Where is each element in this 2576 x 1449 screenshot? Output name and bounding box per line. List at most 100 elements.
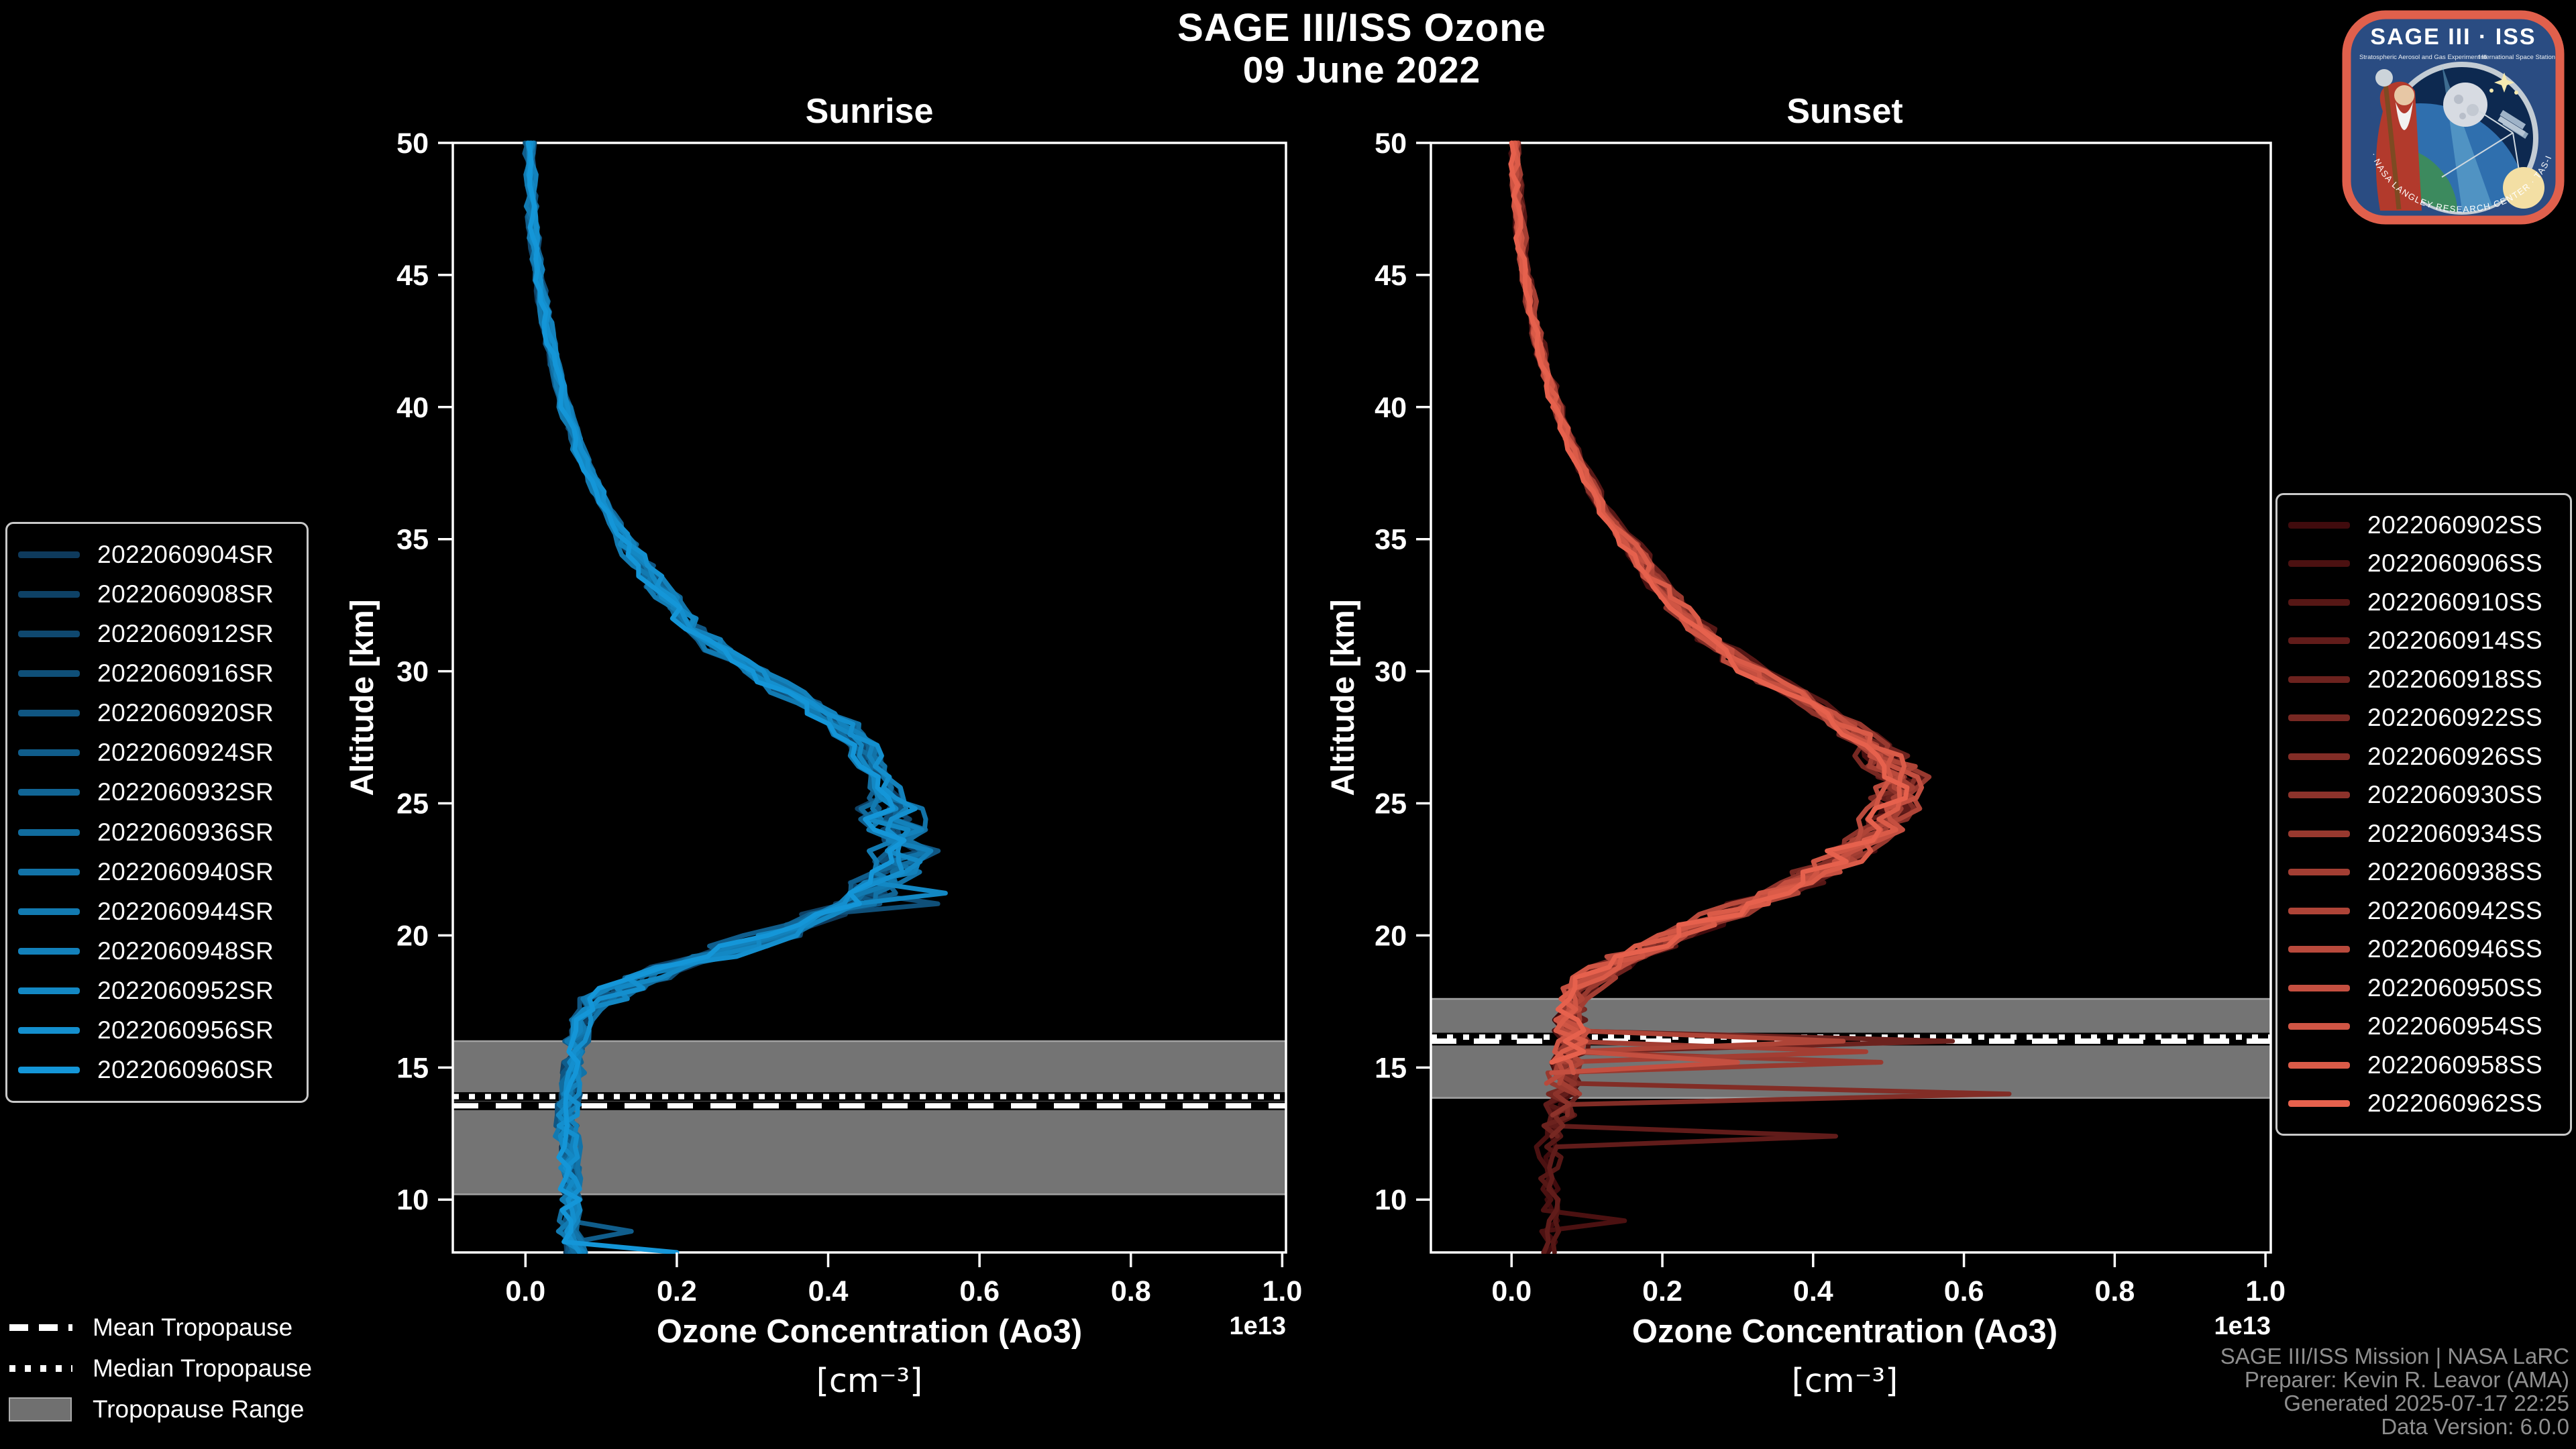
legend-swatch [2288, 560, 2350, 568]
y-tick-label: 35 [396, 524, 429, 556]
x-tick-label: 0.8 [2094, 1275, 2135, 1307]
sunrise-x-axis-unit: [cm⁻³] [816, 1362, 923, 1400]
legend-item: 2022060906SS [2277, 549, 2570, 578]
sunset-y-axis-label: Altitude [km] [1325, 599, 1361, 796]
legend-swatch [18, 1026, 80, 1034]
profile-line-2022060946SS [1511, 140, 1905, 1086]
legend-item: 2022060936SR [7, 818, 307, 847]
legend-label: 2022060926SS [2367, 742, 2543, 770]
profile-line-2022060934SS [1508, 140, 1932, 1097]
sunrise-x-axis-label: Ozone Concentration (Ao3) [cm⁻³] [568, 1307, 1171, 1406]
legend-item: 2022060908SR [7, 580, 307, 608]
x-tick-label: 0.2 [1642, 1275, 1682, 1307]
legend-item: 2022060954SS [2277, 1012, 2570, 1040]
logo-moon-icon [2443, 83, 2487, 127]
legend-swatch [18, 710, 80, 717]
legend-item: 2022060922SS [2277, 704, 2570, 732]
tropopause-range-label: Tropopause Range [93, 1395, 305, 1423]
legend-swatch [2288, 830, 2350, 837]
legend-item: 2022060902SS [2277, 511, 2570, 539]
legend-label: 2022060938SS [2367, 858, 2543, 886]
tropopause-legend: Mean Tropopause Median Tropopause Tropop… [7, 1307, 312, 1430]
plot-border [1430, 142, 2272, 1254]
legend-swatch [2288, 1023, 2350, 1030]
y-tick-label: 20 [1375, 920, 1407, 952]
legend-swatch [18, 828, 80, 836]
profile-line-2022060942SS [1509, 140, 1923, 1086]
legend-item: 2022060942SS [2277, 897, 2570, 925]
y-tick-label: 45 [1375, 260, 1407, 292]
legend-label: 2022060920SR [97, 699, 274, 727]
x-tick-label: 0.2 [657, 1275, 697, 1307]
legend-item: 2022060912SR [7, 620, 307, 648]
figure-date: 09 June 2022 [1242, 49, 1481, 91]
y-tick-label: 25 [396, 788, 429, 820]
sunrise-x-axis-label-text: Ozone Concentration (Ao3) [656, 1313, 1083, 1350]
legend-swatch [2288, 869, 2350, 876]
legend-swatch [2288, 753, 2350, 760]
legend-swatch [2288, 521, 2350, 529]
x-axis-scale-label: 1e13 [1229, 1312, 1286, 1340]
legend-swatch [18, 789, 80, 796]
legend-label: 2022060908SR [97, 580, 274, 608]
legend-swatch [18, 1066, 80, 1073]
y-tick-label: 30 [1375, 656, 1407, 688]
y-tick-label: 45 [396, 260, 429, 292]
legend-swatch [2288, 676, 2350, 683]
legend-label: 2022060940SR [97, 857, 274, 885]
logo-title: SAGE III · ISS [2370, 24, 2536, 50]
mean-tropopause-legend-item: Mean Tropopause [7, 1307, 312, 1348]
tropopause-range-patch-icon [9, 1397, 72, 1421]
logo-subtitle-left: Stratospheric Aerosol and Gas Experiment… [2359, 54, 2487, 61]
plot-border [451, 142, 1287, 1254]
legend-item: 2022060946SS [2277, 935, 2570, 963]
legend-item: 2022060924SR [7, 739, 307, 767]
legend-swatch [18, 947, 80, 955]
legend-label: 2022060942SS [2367, 896, 2543, 924]
y-tick-label: 10 [396, 1184, 429, 1216]
legend-swatch [18, 551, 80, 559]
y-tick-label: 10 [1375, 1184, 1407, 1216]
legend-label: 2022060912SR [97, 620, 274, 648]
sunrise-panel-title: Sunrise [805, 92, 934, 131]
credits: SAGE III/ISS Mission | NASA LaRC Prepare… [2220, 1344, 2569, 1438]
legend-swatch [18, 987, 80, 994]
legend-swatch [2288, 946, 2350, 953]
profile-line-2022060958SS [1509, 140, 1907, 1065]
x-axis-scale-label: 1e13 [2214, 1312, 2271, 1340]
legend-swatch [2288, 598, 2350, 606]
legend-label: 2022060924SR [97, 739, 274, 767]
legend-label: 2022060944SR [97, 897, 274, 925]
profile-line-2022060962SS [1508, 140, 1910, 1065]
y-tick-label: 50 [1375, 127, 1407, 160]
legend-item: 2022060948SR [7, 937, 307, 965]
legend-swatch [2288, 1100, 2350, 1108]
legend-swatch [2288, 637, 2350, 645]
sunset-x-axis-label: Ozone Concentration (Ao3) [cm⁻³] [1543, 1307, 2147, 1406]
median-tropopause-dotted-line-icon [9, 1364, 72, 1372]
sunset-x-axis-unit: [cm⁻³] [1791, 1362, 1898, 1400]
median-tropopause-legend-item: Median Tropopause [7, 1348, 312, 1389]
sunset-legend: 2022060902SS 2022060906SS 2022060910SS 2022… [2275, 493, 2572, 1136]
legend-label: 2022060932SR [97, 778, 274, 806]
sunrise-plot: 0.0 0.2 0.4 0.6 0.8 1.0 50 45 40 35 30 25 20 15 10 1e13 [396, 127, 1302, 1340]
legend-label: 2022060902SS [2367, 511, 2543, 539]
legend-item: 2022060932SR [7, 778, 307, 806]
legend-item: 2022060960SR [7, 1056, 307, 1084]
mean-tropopause-label: Mean Tropopause [93, 1313, 293, 1341]
x-tick-label: 0.4 [1793, 1275, 1833, 1307]
x-tick-label: 0.6 [1944, 1275, 1984, 1307]
y-tick-label: 15 [396, 1052, 429, 1084]
credits-generated: Generated 2025-07-17 22:25 [2284, 1391, 2569, 1415]
legend-swatch [18, 749, 80, 757]
legend-item: 2022060956SR [7, 1016, 307, 1044]
x-tick-label: 0.0 [505, 1275, 545, 1307]
legend-label: 2022060916SR [97, 659, 274, 688]
x-tick-label: 0.6 [959, 1275, 1000, 1307]
legend-label: 2022060952SR [97, 976, 274, 1004]
legend-item: 2022060914SS [2277, 627, 2570, 655]
profile-lines [1508, 140, 2012, 1254]
legend-label: 2022060936SR [97, 818, 274, 846]
legend-label: 2022060958SS [2367, 1051, 2543, 1079]
y-tick-label: 40 [396, 392, 429, 424]
